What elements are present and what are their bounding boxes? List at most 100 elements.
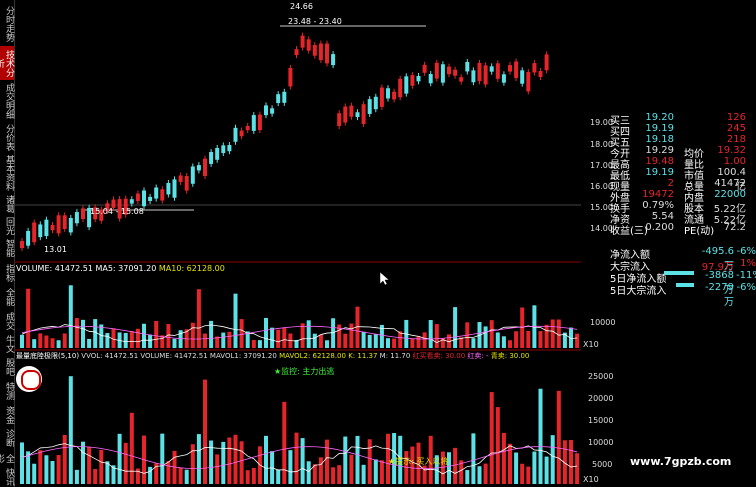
tab-indicator[interactable]: 指标 — [4, 264, 14, 282]
volume-bar — [282, 327, 287, 348]
volume-bar — [434, 455, 439, 484]
quote-label: 现量 — [610, 182, 630, 193]
tab-price-table[interactable]: 分价表 — [4, 123, 14, 151]
tab-zhuge[interactable]: 诸葛 — [4, 195, 14, 213]
volume-bar — [325, 340, 329, 348]
tab-basic-info[interactable]: 基本资料 — [4, 155, 14, 191]
tab-all-round[interactable]: 全能 — [4, 288, 14, 306]
indicator-name: 最量底陸极限(5,10) — [16, 352, 80, 360]
volume-bar — [428, 435, 433, 484]
candle-body — [520, 70, 525, 84]
volume-bar — [233, 293, 238, 348]
quote-value: 126 — [726, 112, 746, 123]
tab-all-shadow[interactable]: 全影 — [0, 453, 14, 463]
volume-bar — [129, 331, 134, 348]
volume-bar — [398, 331, 403, 348]
volume-bar — [367, 334, 372, 348]
volume-bar — [337, 465, 342, 484]
volume-bar — [434, 324, 439, 348]
volume-bar — [520, 307, 525, 348]
tab-time-sharing[interactable]: 分时走势 — [4, 6, 14, 42]
tab-diagnosis[interactable]: 诊断 — [4, 429, 14, 447]
volume-bar — [562, 332, 567, 348]
tab-guba[interactable]: 股吧 — [4, 358, 14, 376]
logo-icon — [21, 370, 41, 390]
flow-bar — [664, 271, 694, 275]
volume-bar — [331, 318, 336, 348]
volume-bar — [526, 466, 531, 484]
volume-bar — [276, 469, 281, 484]
candle-body — [288, 67, 293, 87]
quote-value: 19.29 — [645, 145, 674, 156]
candle-body — [514, 61, 519, 79]
candle-body — [44, 219, 49, 237]
candle-body — [81, 208, 85, 220]
volume-bar — [111, 465, 116, 484]
left-tab-strip: 分时走势 技术分析 成交明细 分价表 基本资料 诸葛 回光 智能 指标 全能 成… — [0, 0, 15, 487]
volume-bar — [294, 339, 299, 348]
candle-body — [501, 74, 506, 83]
volume-bar — [379, 460, 384, 484]
tab-special[interactable]: 特测 — [4, 382, 14, 400]
volume-bar — [575, 333, 580, 348]
volume-bar — [520, 463, 525, 484]
volume-bar — [453, 447, 458, 484]
volume-bar — [514, 331, 519, 348]
tab-volume[interactable]: 成交 — [4, 312, 14, 330]
quote-value: 19.18 — [645, 134, 674, 145]
logo-badge — [16, 366, 42, 392]
volume-bar — [99, 449, 104, 484]
volume-ma10-line — [21, 325, 578, 340]
flow-row: 净流入额 -495.6万 -6% — [610, 246, 756, 272]
flow-percent: 1% — [740, 258, 756, 269]
volume-bar — [575, 453, 580, 484]
candle-body — [190, 166, 195, 184]
quote-row: 今开 19.29 均价 19.32 — [586, 145, 756, 160]
candle-body — [227, 145, 232, 152]
quote-value: 2 — [667, 178, 674, 189]
price-axis-label: 19.00 — [590, 118, 613, 127]
volume-bar — [422, 332, 427, 348]
tab-smart[interactable]: 智能 — [4, 239, 14, 257]
quote-label: 市值 — [684, 171, 704, 182]
volume-bar — [154, 320, 159, 348]
flow-row: 5日大宗流入 -2279万 -6% — [610, 282, 756, 308]
tab-technical-analysis[interactable]: 技术分析 — [0, 46, 14, 80]
volume-bar — [501, 336, 506, 348]
indicator-axis-unit: X10 — [583, 475, 599, 484]
indicator-legend: 最量底陸极限(5,10) VVOL: 41472.51 VOLUME: 4147… — [16, 351, 529, 361]
candle-body — [386, 88, 390, 99]
quote-value: 19.19 — [645, 123, 674, 134]
volume-bar — [489, 320, 494, 348]
volume-bar — [38, 333, 43, 348]
tab-news[interactable]: 快讯 — [4, 468, 14, 486]
volume-bar — [264, 435, 268, 484]
range-label-mid: 15.04 - 15.08 — [90, 207, 144, 216]
tab-funds[interactable]: 资金 — [4, 406, 14, 424]
candle-body — [483, 65, 488, 85]
volume-bar — [459, 460, 464, 484]
volume-bar — [312, 464, 317, 484]
candle-body — [93, 207, 98, 220]
tab-trade-detail[interactable]: 成交明细 — [4, 83, 14, 119]
tab-niuwen[interactable]: 牛文 — [4, 335, 14, 353]
volume-bar — [135, 468, 140, 484]
volume-bar — [178, 467, 183, 484]
volume-bar — [379, 324, 384, 348]
volume-bar — [306, 461, 311, 484]
quote-label: 买四 — [610, 127, 630, 138]
candle-body — [300, 35, 305, 48]
volume-value: VOLUME: 41472.51 — [16, 264, 93, 273]
quote-label: 总量 — [684, 182, 704, 193]
tab-huiguang[interactable]: 回光 — [4, 217, 14, 235]
flow-label: 净流入额 — [610, 250, 650, 261]
candle-body — [270, 108, 275, 114]
flow-value: -495.6万 — [701, 246, 734, 272]
volume-bar — [526, 330, 531, 348]
volume-bar — [495, 332, 500, 348]
kline-chart[interactable] — [14, 0, 581, 487]
candle-body — [203, 158, 207, 176]
volume-bar — [32, 339, 37, 348]
candle-body — [495, 63, 500, 79]
volume-bar — [44, 335, 49, 348]
